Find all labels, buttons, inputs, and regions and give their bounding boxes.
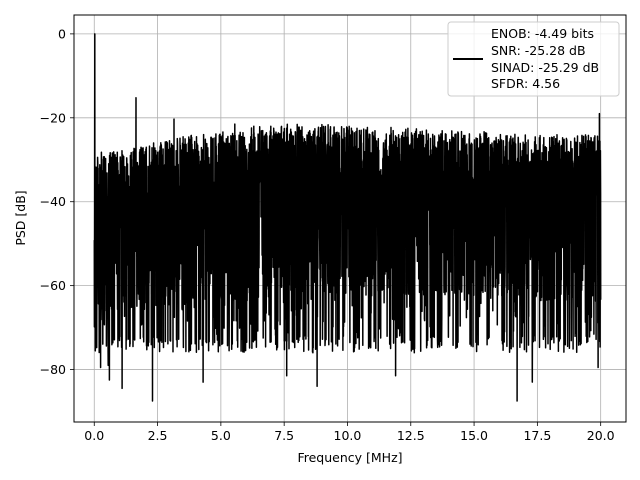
- x-axis: 0.0 2.5 5.0 7.5 10.0 12.5 15.0 17.5 20.0: [84, 422, 615, 443]
- legend: ENOB: -4.49 bits SNR: -25.28 dB SINAD: -…: [447, 21, 620, 97]
- legend-line-enob: ENOB: -4.49 bits: [491, 26, 594, 41]
- y-tick-label: −20: [40, 110, 66, 125]
- legend-line-snr: SNR: -25.28 dB: [491, 43, 586, 58]
- x-tick-label: 7.5: [274, 428, 294, 443]
- x-axis-label: Frequency [MHz]: [297, 450, 402, 465]
- y-axis-label: PSD [dB]: [13, 190, 28, 245]
- x-tick-label: 0.0: [84, 428, 104, 443]
- x-tick-label: 12.5: [397, 428, 425, 443]
- y-axis: 0 −20 −40 −60 −80: [40, 26, 74, 377]
- psd-series-line: [93, 33, 602, 402]
- y-tick-label: 0: [58, 26, 66, 41]
- x-tick-label: 2.5: [148, 428, 168, 443]
- x-tick-label: 5.0: [211, 428, 231, 443]
- x-tick-label: 15.0: [460, 428, 488, 443]
- legend-box: [447, 21, 620, 97]
- legend-line-sinad: SINAD: -25.29 dB: [491, 60, 599, 75]
- legend-line-sfdr: SFDR: 4.56: [491, 76, 560, 91]
- x-tick-label: 20.0: [587, 428, 615, 443]
- axes-frame: [73, 14, 627, 423]
- x-tick-label: 17.5: [523, 428, 551, 443]
- x-tick-label: 10.0: [334, 428, 362, 443]
- y-tick-label: −60: [40, 278, 66, 293]
- y-tick-label: −80: [40, 362, 66, 377]
- plot-area: [93, 33, 602, 402]
- y-tick-label: −40: [40, 194, 66, 209]
